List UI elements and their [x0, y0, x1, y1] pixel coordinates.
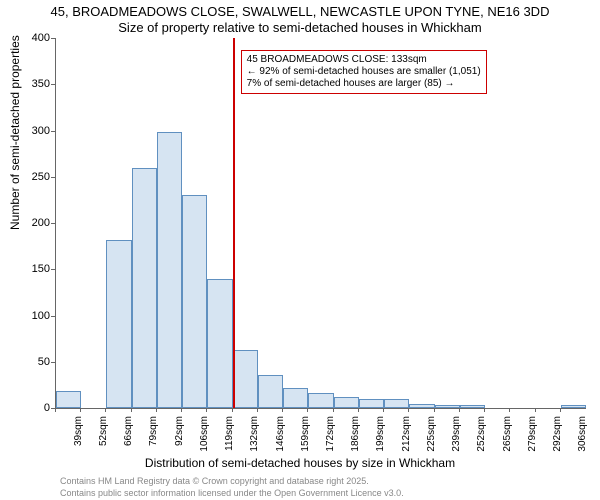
histogram-bar — [258, 375, 283, 408]
x-tick-label: 252sqm — [476, 416, 487, 456]
annotation-box: 45 BROADMEADOWS CLOSE: 133sqm← 92% of se… — [241, 50, 487, 94]
attribution-2: Contains public sector information licen… — [60, 488, 404, 498]
chart-container: 45, BROADMEADOWS CLOSE, SWALWELL, NEWCAS… — [0, 0, 600, 500]
x-tick-label: 279sqm — [527, 416, 538, 456]
y-tick-mark — [51, 84, 55, 85]
histogram-bar — [409, 404, 434, 408]
x-tick-label: 199sqm — [375, 416, 386, 456]
x-tick-label: 132sqm — [249, 416, 260, 456]
x-tick-label: 92sqm — [174, 416, 185, 456]
y-tick-mark — [51, 362, 55, 363]
x-tick-label: 265sqm — [502, 416, 513, 456]
y-tick-mark — [51, 316, 55, 317]
annotation-line-2: ← 92% of semi-detached houses are smalle… — [247, 66, 481, 78]
y-tick-label: 300 — [20, 125, 50, 137]
histogram-bar — [233, 350, 258, 408]
x-tick-mark — [408, 408, 409, 412]
x-tick-label: 39sqm — [73, 416, 84, 456]
x-tick-mark — [156, 408, 157, 412]
x-tick-label: 159sqm — [300, 416, 311, 456]
x-tick-label: 172sqm — [325, 416, 336, 456]
x-tick-mark — [55, 408, 56, 412]
x-tick-mark — [535, 408, 536, 412]
x-tick-label: 79sqm — [148, 416, 159, 456]
x-tick-mark — [282, 408, 283, 412]
y-tick-label: 50 — [20, 356, 50, 368]
histogram-bar — [56, 391, 81, 408]
y-tick-label: 0 — [20, 402, 50, 414]
histogram-bar — [207, 279, 232, 409]
plot-area: 45 BROADMEADOWS CLOSE: 133sqm← 92% of se… — [55, 38, 586, 409]
histogram-bar — [106, 240, 131, 408]
x-tick-mark — [105, 408, 106, 412]
y-tick-mark — [51, 38, 55, 39]
y-tick-label: 150 — [20, 263, 50, 275]
x-tick-mark — [206, 408, 207, 412]
x-tick-label: 52sqm — [98, 416, 109, 456]
x-tick-mark — [307, 408, 308, 412]
x-tick-mark — [459, 408, 460, 412]
reference-line — [233, 38, 235, 408]
histogram-bar — [334, 397, 359, 408]
x-tick-label: 146sqm — [275, 416, 286, 456]
y-tick-label: 400 — [20, 32, 50, 44]
x-tick-label: 119sqm — [224, 416, 235, 456]
y-tick-label: 100 — [20, 310, 50, 322]
x-tick-label: 66sqm — [123, 416, 134, 456]
x-tick-mark — [434, 408, 435, 412]
histogram-bar — [308, 393, 333, 408]
x-tick-mark — [80, 408, 81, 412]
x-tick-label: 106sqm — [199, 416, 210, 456]
y-tick-label: 350 — [20, 78, 50, 90]
y-tick-mark — [51, 177, 55, 178]
annotation-line-1: 45 BROADMEADOWS CLOSE: 133sqm — [247, 54, 481, 66]
histogram-bar — [384, 399, 409, 408]
histogram-bar — [561, 405, 586, 408]
histogram-bar — [359, 399, 384, 408]
histogram-bar — [157, 132, 182, 408]
x-tick-mark — [181, 408, 182, 412]
x-tick-mark — [232, 408, 233, 412]
y-tick-label: 250 — [20, 171, 50, 183]
title-line-2: Size of property relative to semi-detach… — [0, 20, 600, 35]
x-tick-label: 239sqm — [451, 416, 462, 456]
x-tick-mark — [131, 408, 132, 412]
x-tick-mark — [509, 408, 510, 412]
histogram-bar — [132, 168, 157, 409]
x-tick-label: 212sqm — [401, 416, 412, 456]
annotation-line-3: 7% of semi-detached houses are larger (8… — [247, 78, 481, 90]
x-tick-mark — [383, 408, 384, 412]
y-tick-mark — [51, 269, 55, 270]
histogram-bar — [182, 195, 207, 408]
x-tick-label: 225sqm — [426, 416, 437, 456]
title-line-1: 45, BROADMEADOWS CLOSE, SWALWELL, NEWCAS… — [0, 4, 600, 19]
x-tick-mark — [333, 408, 334, 412]
y-tick-mark — [51, 223, 55, 224]
x-tick-mark — [257, 408, 258, 412]
y-tick-mark — [51, 131, 55, 132]
histogram-bar — [283, 388, 308, 408]
x-tick-label: 292sqm — [552, 416, 563, 456]
y-tick-label: 200 — [20, 217, 50, 229]
histogram-bar — [435, 405, 460, 408]
x-tick-mark — [358, 408, 359, 412]
x-tick-mark — [560, 408, 561, 412]
x-tick-label: 186sqm — [350, 416, 361, 456]
histogram-bar — [460, 405, 485, 408]
x-tick-label: 306sqm — [577, 416, 588, 456]
x-tick-mark — [484, 408, 485, 412]
x-axis-label: Distribution of semi-detached houses by … — [0, 456, 600, 470]
attribution-1: Contains HM Land Registry data © Crown c… — [60, 476, 369, 486]
